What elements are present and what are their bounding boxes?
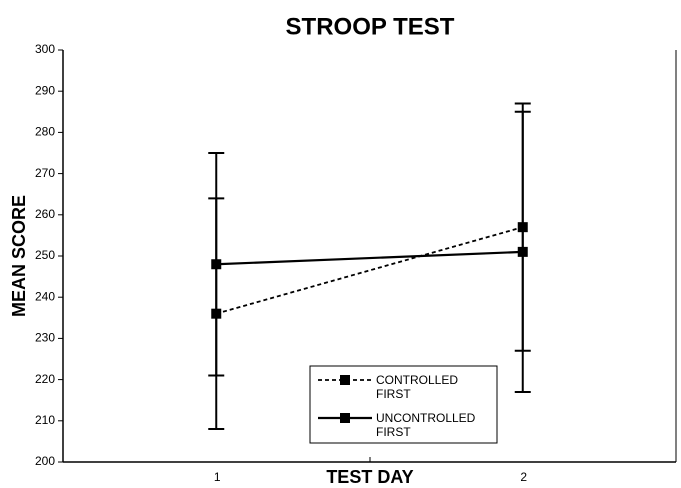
- series-line: [216, 226, 523, 315]
- y-tick-label: 210: [35, 413, 55, 427]
- x-tick-label: 2: [520, 470, 527, 484]
- legend-label: UNCONTROLLED FIRST: [376, 411, 476, 439]
- x-tick-label: 1: [214, 470, 221, 484]
- chart-title: STROOP TEST: [286, 13, 455, 40]
- y-tick-label: 300: [35, 42, 55, 56]
- legend-marker: [340, 375, 350, 385]
- x-axis-label: TEST DAY: [326, 467, 413, 487]
- y-tick-label: 250: [35, 248, 55, 262]
- y-tick-label: 290: [35, 83, 55, 97]
- legend-label: CONTROLLED FIRST: [376, 373, 459, 401]
- y-tick-label: 260: [35, 207, 55, 221]
- y-tick-label: 270: [35, 166, 55, 180]
- marker: [211, 259, 222, 270]
- y-tick-label: 200: [35, 454, 55, 468]
- legend-marker: [340, 413, 350, 423]
- marker: [517, 246, 528, 257]
- y-tick-label: 230: [35, 331, 55, 345]
- y-tick-label: 280: [35, 125, 55, 139]
- series-line: [216, 250, 523, 266]
- y-tick-label: 240: [35, 289, 55, 303]
- y-axis-label: MEAN SCORE: [9, 195, 29, 317]
- y-tick-label: 220: [35, 372, 55, 386]
